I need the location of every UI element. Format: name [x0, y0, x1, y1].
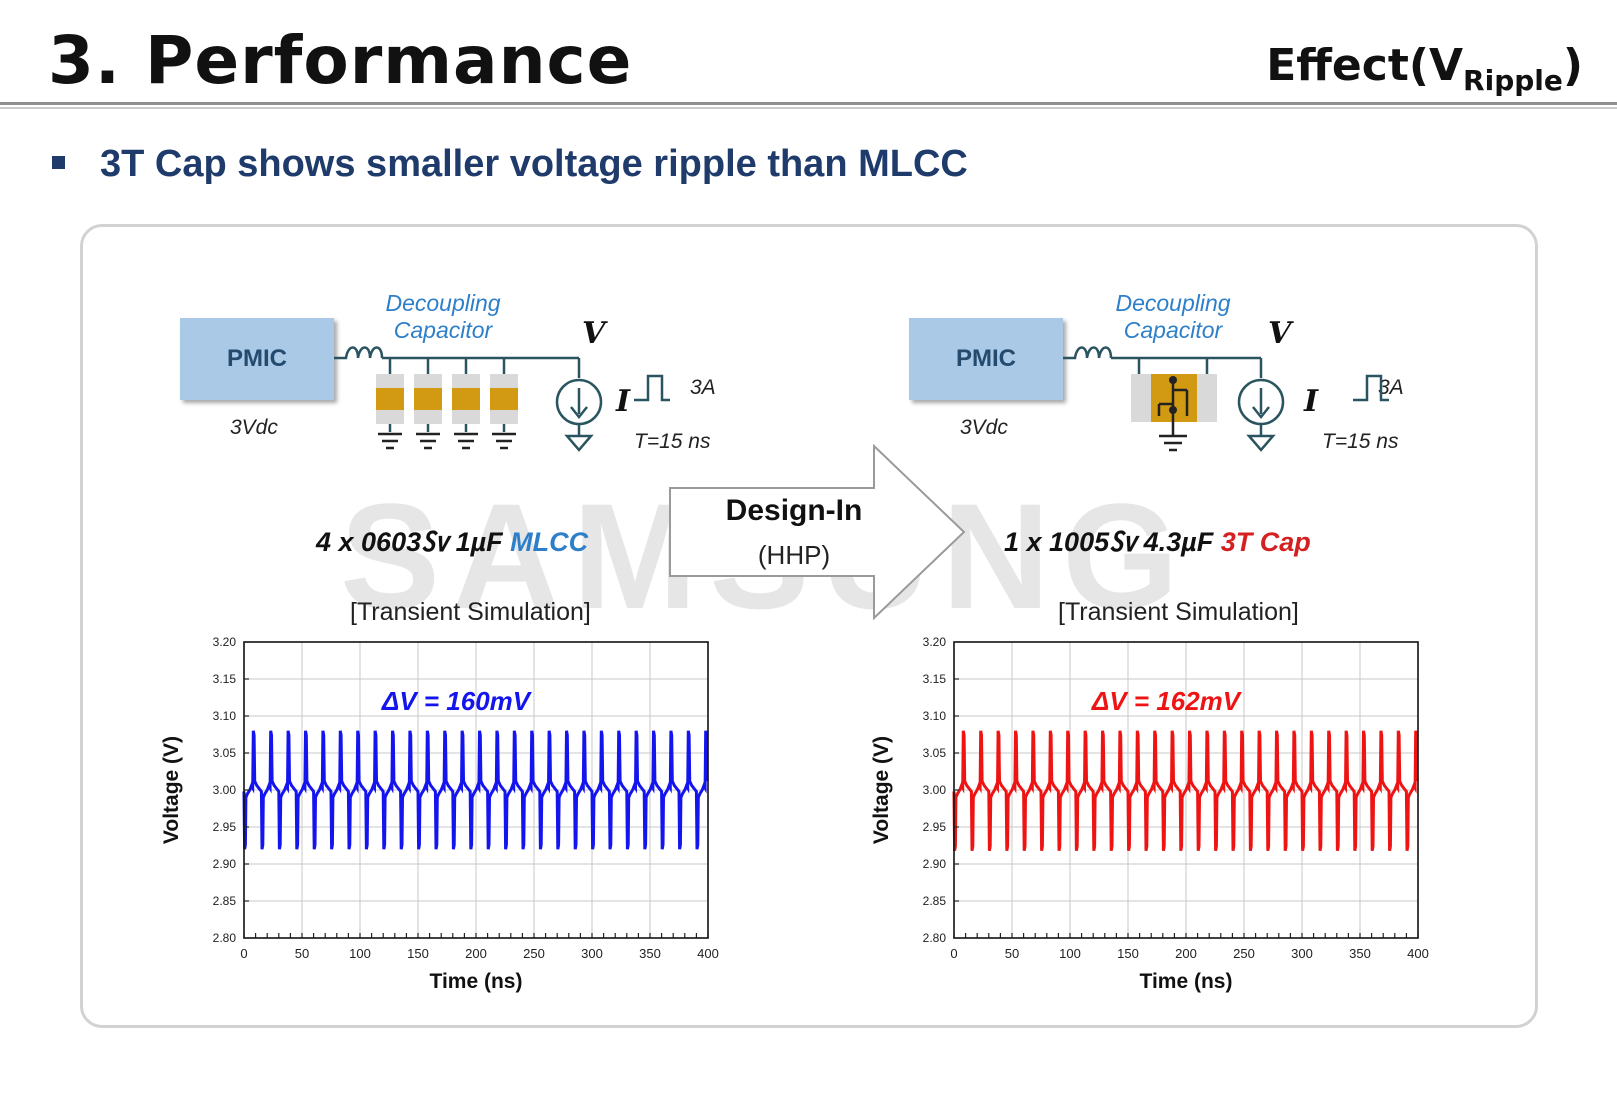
y-tick-label: 3.05 [923, 746, 947, 760]
header-rule [0, 102, 1617, 105]
y-axis-label: Voltage (V) [160, 736, 183, 844]
decoupling-label: Decoupling [1115, 290, 1231, 316]
y-tick-label: 2.90 [923, 857, 947, 871]
y-tick-label: 2.95 [213, 820, 237, 834]
x-tick-label: 350 [1349, 946, 1371, 961]
x-tick-label: 200 [465, 946, 487, 961]
x-tick-label: 50 [1005, 946, 1019, 961]
pulse-amplitude: 3A [690, 376, 716, 399]
source-voltage: 3Vdc [230, 416, 278, 439]
y-tick-label: 3.00 [213, 783, 237, 797]
y-tick-label: 3.15 [923, 672, 947, 686]
mlcc-caption: 4 x 0603㏜ 1µF MLCC [316, 520, 588, 559]
threet-caption: 1 x 1005㏜ 4.3µF 3T Cap [1004, 520, 1311, 559]
delta-v-annotation: ΔV = 162mV [1091, 686, 1243, 716]
design-in-arrow [669, 444, 966, 621]
effect-label: Effect(V [1266, 40, 1464, 91]
x-tick-label: 100 [1059, 946, 1081, 961]
current-label: I [1304, 384, 1319, 419]
x-tick-label: 300 [1291, 946, 1313, 961]
y-tick-label: 3.00 [923, 783, 947, 797]
page-title: 3. Performance [48, 22, 633, 99]
x-tick-label: 50 [295, 946, 309, 961]
delta-v-annotation: ΔV = 160mV [381, 686, 533, 716]
y-tick-label: 3.20 [213, 635, 237, 649]
design-in-label: Design-In [725, 494, 863, 527]
capacitor-label: Capacitor [1123, 317, 1223, 343]
x-tick-label: 350 [639, 946, 661, 961]
source-voltage: 3Vdc [960, 416, 1008, 439]
threet-schematic [1063, 346, 1389, 452]
y-tick-label: 3.15 [213, 672, 237, 686]
hhp-label: (HHP) [757, 540, 831, 570]
y-tick-label: 3.20 [923, 635, 947, 649]
mlcc-capacitors [376, 358, 518, 450]
mlcc-caption-text: 4 x 0603㏜ 1µF [316, 527, 511, 557]
content-panel [80, 224, 1538, 1028]
waveform-line [952, 730, 1419, 851]
decoupling-label: Decoupling [385, 290, 501, 316]
pulse-period: T=15 ns [634, 430, 711, 453]
left-chart-title: [Transient Simulation] [350, 598, 591, 626]
x-tick-label: 0 [240, 946, 247, 961]
left-transient-chart: 0 50 100 150 200 250 300 350 400 2.80 2.85 2.90 2.95… [160, 635, 719, 993]
header-rule-light [0, 107, 1617, 109]
node-v-label: V [1268, 316, 1292, 351]
threet-capacitor [1131, 374, 1217, 452]
y-tick-label: 2.85 [213, 894, 237, 908]
mlcc-schematic [334, 346, 670, 452]
x-tick-label: 0 [950, 946, 957, 961]
y-tick-label: 2.80 [923, 931, 947, 945]
x-tick-label: 250 [1233, 946, 1255, 961]
x-tick-label: 400 [697, 946, 719, 961]
right-chart-title: [Transient Simulation] [1058, 598, 1299, 626]
x-axis-label: Time (ns) [1140, 970, 1233, 993]
pulse-amplitude: 3A [1378, 376, 1404, 399]
x-tick-label: 100 [349, 946, 371, 961]
y-tick-label: 3.05 [213, 746, 237, 760]
y-tick-label: 2.80 [213, 931, 237, 945]
y-tick-label: 3.10 [213, 709, 237, 723]
pmic-block: PMIC [180, 318, 334, 400]
x-tick-label: 250 [523, 946, 545, 961]
effect-subscript: Ripple [1463, 64, 1563, 97]
x-tick-label: 150 [407, 946, 429, 961]
bullet-icon [52, 156, 65, 169]
y-tick-label: 3.10 [923, 709, 947, 723]
threet-caption-highlight: 3T Cap [1220, 527, 1311, 557]
y-tick-label: 2.90 [213, 857, 237, 871]
waveform-line [242, 730, 709, 850]
node-v-label: V [582, 316, 606, 351]
y-axis-label: Voltage (V) [870, 736, 893, 844]
pmic-block: PMIC [909, 318, 1063, 400]
mlcc-caption-highlight: MLCC [510, 527, 589, 557]
y-tick-label: 2.85 [923, 894, 947, 908]
current-label: I [616, 384, 631, 419]
capacitor-label: Capacitor [393, 317, 493, 343]
x-axis-label: Time (ns) [430, 970, 523, 993]
y-tick-label: 2.95 [923, 820, 947, 834]
pulse-period: T=15 ns [1322, 430, 1399, 453]
x-tick-label: 200 [1175, 946, 1197, 961]
x-tick-label: 150 [1117, 946, 1139, 961]
effect-close: ) [1562, 40, 1583, 91]
x-tick-label: 300 [581, 946, 603, 961]
x-tick-label: 400 [1407, 946, 1429, 961]
threet-caption-text: 1 x 1005㏜ 4.3µF [1004, 527, 1221, 557]
section-tag: Effect(VRipple) [1266, 40, 1583, 97]
right-transient-chart: 0 50 100 150 200 250 300 350 400 2.80 2.85 2.90 2.95… [870, 635, 1429, 993]
slide-subtitle: 3T Cap shows smaller voltage ripple than… [100, 143, 968, 185]
